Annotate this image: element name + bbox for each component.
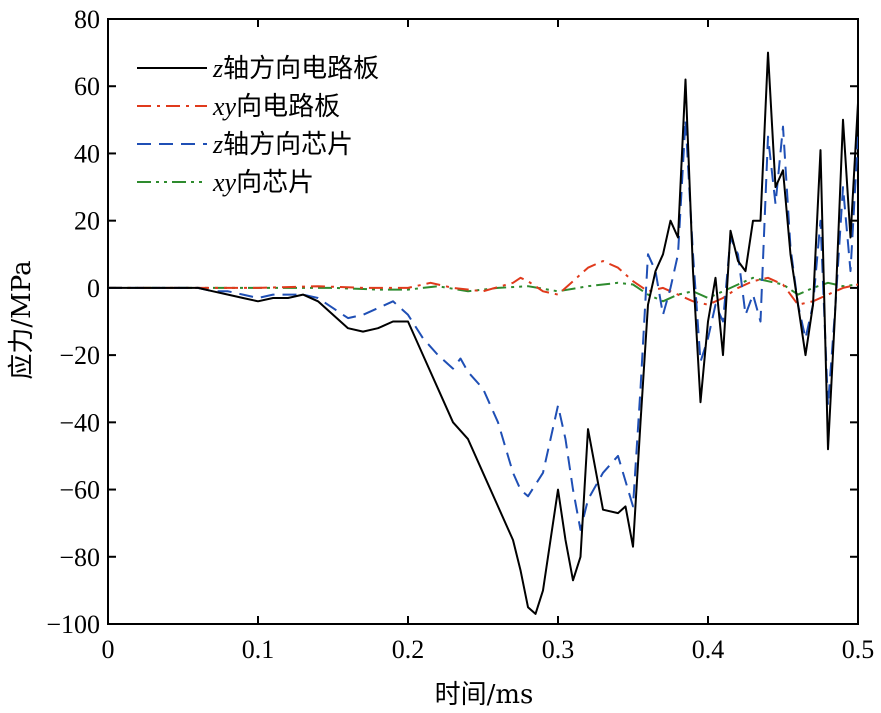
legend-label-2: z轴方向芯片 — [212, 130, 353, 160]
plot-frame — [107, 18, 859, 625]
legend-label-italic: z — [212, 130, 223, 159]
legend-label-italic: z — [212, 54, 223, 83]
y-tick-label: −40 — [59, 408, 100, 437]
x-tick-label: 0 — [102, 635, 115, 664]
y-tick-label: −60 — [59, 476, 100, 505]
y-tick-label: 0 — [87, 274, 100, 303]
y-tick-label: 60 — [74, 72, 100, 101]
series-line-2 — [108, 118, 858, 531]
legend-label-text: 向电路板 — [236, 92, 340, 122]
x-tick-label: 0.5 — [842, 635, 875, 664]
x-tick-label: 0.2 — [392, 635, 425, 664]
y-axis-ticks: 80 60 40 20 0 −20 −40 −60 −80 −100 — [46, 5, 858, 639]
y-tick-label: 40 — [74, 139, 100, 168]
series-line-0 — [108, 51, 858, 615]
legend-label-text: 向芯片 — [236, 168, 314, 198]
x-tick-label: 0.1 — [242, 635, 275, 664]
y-tick-label: −100 — [46, 610, 100, 639]
x-tick-label: 0.4 — [692, 635, 725, 664]
x-axis-label: 时间/ms — [435, 680, 534, 710]
series-layer — [108, 51, 858, 615]
x-axis-ticks: 0 0.1 0.2 0.3 0.4 0.5 — [102, 19, 875, 664]
legend-label-1: xy向电路板 — [212, 92, 340, 122]
legend-label-3: xy向芯片 — [212, 168, 314, 198]
x-tick-label: 0.3 — [542, 635, 575, 664]
legend-label-text: 轴方向芯片 — [223, 130, 353, 160]
y-axis-label: 应力/MPa — [7, 260, 37, 379]
y-tick-label: −80 — [59, 543, 100, 572]
series-line-1 — [108, 260, 858, 306]
plot-border — [107, 18, 859, 625]
y-tick-label: 80 — [74, 5, 100, 34]
legend-label-italic: xy — [212, 92, 237, 121]
legend-label-italic: xy — [212, 168, 237, 197]
y-tick-label: 20 — [74, 207, 100, 236]
legend-label-0: z轴方向电路板 — [212, 54, 379, 84]
legend-label-text: 轴方向电路板 — [223, 54, 379, 84]
series-line-3 — [108, 276, 858, 303]
y-tick-label: −20 — [59, 341, 100, 370]
